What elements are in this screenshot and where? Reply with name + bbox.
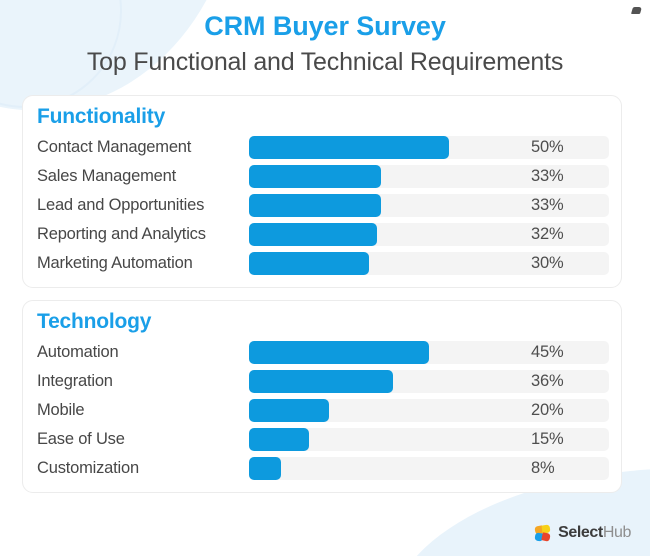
bar-fill [249, 252, 369, 275]
bar-fill [249, 399, 329, 422]
bar-label: Lead and Opportunities [37, 196, 205, 214]
bar-row: Contact Management 50% [37, 133, 609, 162]
bar-row: Integration 36% [37, 367, 609, 396]
bar-label: Contact Management [37, 138, 192, 156]
section-heading: Technology [37, 310, 152, 333]
bar-row: Ease of Use 15% [37, 425, 609, 454]
bar-track: 45% [249, 341, 609, 364]
bar-track: 20% [249, 399, 609, 422]
selecthub-wordmark: SelectHub [558, 524, 631, 542]
brand-footer: SelectHub [534, 523, 631, 542]
bar-track: 36% [249, 370, 609, 393]
bar-fill [249, 428, 309, 451]
bar-value-label: 20% [531, 401, 564, 419]
bar-row: Customization 8% [37, 454, 609, 483]
bar-value-label: 8% [531, 459, 555, 477]
bar-track: 33% [249, 165, 609, 188]
bar-label: Integration [37, 372, 113, 390]
bar-fill [249, 165, 381, 188]
bar-track: 33% [249, 194, 609, 217]
bar-label: Ease of Use [37, 430, 125, 448]
bar-fill [249, 341, 429, 364]
bar-track: 32% [249, 223, 609, 246]
brand-name-hub: Hub [602, 524, 632, 541]
bar-track: 8% [249, 457, 609, 480]
bar-label: Mobile [37, 401, 85, 419]
bar-track: 50% [249, 136, 609, 159]
bar-value-label: 50% [531, 138, 564, 156]
section-card-technology: Technology Automation 45% Integration 36% Mob… [22, 300, 622, 493]
bar-fill [249, 370, 393, 393]
brand-name-select: Select [558, 524, 603, 541]
bar-value-label: 30% [531, 254, 564, 272]
bar-value-label: 32% [531, 225, 564, 243]
page-subtitle: Top Functional and Technical Requirement… [86, 47, 564, 76]
bar-row: Reporting and Analytics 32% [37, 220, 609, 249]
bar-row: Lead and Opportunities 33% [37, 191, 609, 220]
bar-value-label: 36% [531, 372, 564, 390]
bar-value-label: 45% [531, 343, 564, 361]
bar-fill [249, 194, 381, 217]
section-heading: Functionality [37, 105, 166, 128]
chart-header: CRM Buyer Survey Top Functional and Tech… [0, 0, 650, 78]
bar-label: Marketing Automation [37, 254, 193, 272]
bar-value-label: 15% [531, 430, 564, 448]
bar-fill [249, 457, 281, 480]
bar-fill [249, 136, 449, 159]
bar-row: Marketing Automation 30% [37, 249, 609, 278]
bar-label: Automation [37, 343, 119, 361]
bar-row: Mobile 20% [37, 396, 609, 425]
bar-row: Automation 45% [37, 338, 609, 367]
bar-label: Reporting and Analytics [37, 225, 206, 243]
bar-value-label: 33% [531, 167, 564, 185]
bar-label: Sales Management [37, 167, 176, 185]
bar-value-label: 33% [531, 196, 564, 214]
page-title: CRM Buyer Survey [204, 11, 446, 41]
bar-track: 30% [249, 252, 609, 275]
selecthub-pinwheel-icon [534, 523, 552, 542]
bar-fill [249, 223, 377, 246]
chart-sections: Functionality Contact Management 50% Sales … [22, 95, 622, 493]
bar-track: 15% [249, 428, 609, 451]
bar-label: Customization [37, 459, 139, 477]
section-card-functionality: Functionality Contact Management 50% Sales … [22, 95, 622, 288]
bar-row: Sales Management 33% [37, 162, 609, 191]
